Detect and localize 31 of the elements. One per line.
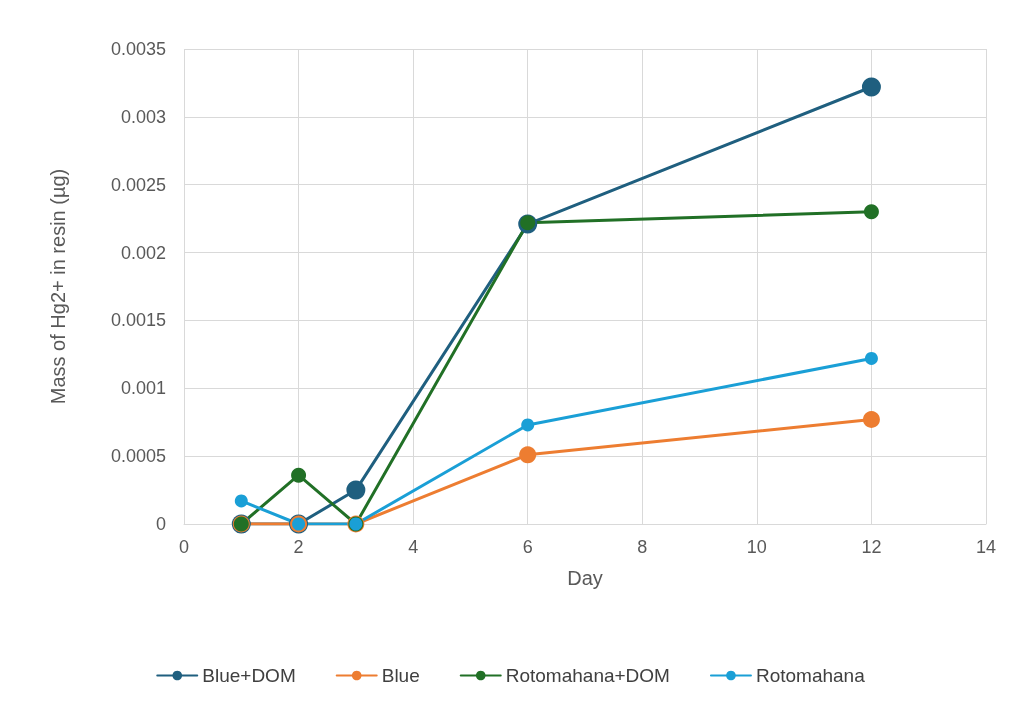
- point: [861, 77, 881, 97]
- point: [864, 351, 878, 365]
- x-tick-label: 14: [975, 537, 997, 557]
- legend-label: Rotomahana: [755, 665, 866, 686]
- x-tick-label: 0: [178, 537, 190, 557]
- legend-label: Blue+DOM: [202, 665, 296, 686]
- x-tick-label: 8: [637, 537, 648, 557]
- point: [521, 418, 535, 432]
- legend-label: Blue: [381, 665, 420, 686]
- point: [234, 494, 248, 508]
- y-tick-label: 0.003: [120, 106, 166, 127]
- point: [519, 446, 537, 464]
- x-tick-label: 6: [522, 537, 533, 557]
- point: [346, 480, 366, 500]
- legend-label: Rotomahana+DOM: [505, 665, 670, 686]
- x-tick-label: 2: [293, 537, 304, 557]
- point: [291, 467, 307, 483]
- x-tick-label: 12: [861, 537, 882, 557]
- y-tick-label: 0: [155, 514, 166, 534]
- y-tick-label: 0.0005: [110, 446, 166, 467]
- x-tick-label: 10: [746, 537, 767, 557]
- x-axis-title: Day: [567, 567, 603, 589]
- y-tick-label: 0.002: [120, 242, 166, 263]
- y-tick-label: 0.0025: [110, 174, 166, 195]
- point: [863, 204, 879, 220]
- y-tick-label: 0.0035: [110, 39, 166, 59]
- point: [862, 411, 880, 428]
- y-tick-label: 0.0015: [110, 310, 166, 331]
- x-tick-label: 4: [408, 537, 419, 557]
- y-tick-label: 0.001: [120, 378, 166, 399]
- y-axis-title: Mass of Hg2+ in resin (µg): [47, 168, 69, 405]
